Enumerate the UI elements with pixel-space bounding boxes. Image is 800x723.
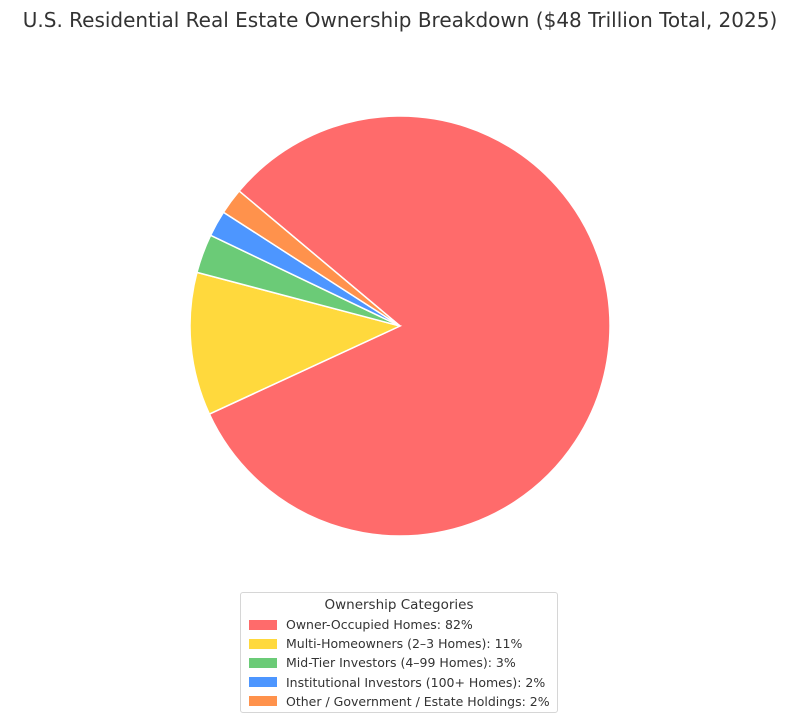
legend-label: Owner-Occupied Homes: 82% bbox=[286, 617, 473, 633]
pie-slice-1 bbox=[189, 271, 403, 416]
legend: Ownership Categories Owner-Occupied Home… bbox=[240, 592, 558, 713]
legend-swatch bbox=[249, 677, 277, 688]
legend-label: Multi-Homeowners (2–3 Homes): 11% bbox=[286, 636, 523, 652]
legend-swatch bbox=[249, 696, 277, 707]
legend-label: Mid-Tier Investors (4–99 Homes): 3% bbox=[286, 655, 516, 671]
legend-item: Institutional Investors (100+ Homes): 2% bbox=[241, 673, 557, 692]
legend-item: Owner-Occupied Homes: 82% bbox=[241, 615, 557, 634]
legend-label: Institutional Investors (100+ Homes): 2% bbox=[286, 674, 546, 690]
pie-slice-0 bbox=[208, 115, 611, 537]
legend-swatch bbox=[249, 657, 277, 668]
legend-item: Multi-Homeowners (2–3 Homes): 11% bbox=[241, 634, 557, 653]
legend-swatch bbox=[249, 638, 277, 649]
legend-label: Other / Government / Estate Holdings: 2% bbox=[286, 693, 550, 709]
chart-title: U.S. Residential Real Estate Ownership B… bbox=[22, 8, 778, 32]
legend-item: Mid-Tier Investors (4–99 Homes): 3% bbox=[241, 653, 557, 672]
pie-slice-4 bbox=[222, 189, 401, 327]
legend-title: Ownership Categories bbox=[324, 597, 474, 613]
legend-swatch bbox=[249, 619, 277, 630]
legend-item: Other / Government / Estate Holdings: 2% bbox=[241, 692, 557, 711]
